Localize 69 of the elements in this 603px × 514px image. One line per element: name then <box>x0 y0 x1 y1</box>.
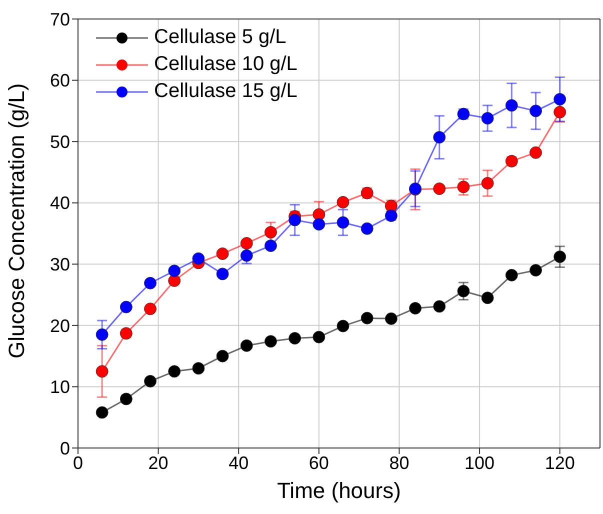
point <box>120 327 132 340</box>
y-tick-label: 30 <box>50 254 70 275</box>
x-tick-label: 80 <box>389 452 410 473</box>
point <box>264 240 277 252</box>
point <box>216 350 229 362</box>
x-tick-label: 60 <box>308 452 329 473</box>
point <box>120 392 132 406</box>
point <box>530 264 542 277</box>
point <box>192 252 205 265</box>
y-tick-label: 60 <box>50 70 70 91</box>
point <box>240 237 253 250</box>
y-tick-label: 20 <box>50 316 70 336</box>
point <box>264 226 277 239</box>
point <box>192 362 205 375</box>
legend-label: Cellulase 5 g/L <box>154 26 286 49</box>
point <box>481 176 494 190</box>
point <box>264 335 277 348</box>
point <box>481 292 494 304</box>
x-axis-title: Time (hours) <box>277 478 401 503</box>
point <box>96 365 108 378</box>
point <box>336 320 350 332</box>
point <box>240 339 253 352</box>
point <box>216 247 229 260</box>
point <box>96 406 108 419</box>
x-tick-label: 120 <box>544 452 575 473</box>
point <box>433 300 446 313</box>
x-tick-label: 20 <box>148 452 168 473</box>
x-tick-label: 40 <box>228 452 249 473</box>
x-tick-label: 0 <box>72 452 84 473</box>
point <box>384 312 398 325</box>
point <box>554 106 566 118</box>
point <box>360 312 374 324</box>
point <box>336 216 350 229</box>
point <box>554 93 566 106</box>
point <box>288 332 302 345</box>
point <box>530 104 542 118</box>
y-tick-label: 50 <box>50 132 70 152</box>
y-tick-label: 0 <box>60 438 70 458</box>
legend-label: Cellulase 10 g/L <box>154 53 298 76</box>
point <box>457 180 470 194</box>
point <box>530 146 542 159</box>
point <box>144 302 157 316</box>
legend-label: Cellulase 15 g/L <box>154 80 298 103</box>
point <box>457 284 470 298</box>
point <box>168 365 181 378</box>
point <box>481 112 494 125</box>
point <box>240 249 253 262</box>
y-tick-label: 70 <box>50 9 70 30</box>
point <box>144 374 157 388</box>
point <box>409 302 422 315</box>
point <box>216 268 229 280</box>
y-axis-title: Glucose Concentration (g/L) <box>4 83 29 358</box>
y-tick-label: 40 <box>50 193 70 214</box>
point <box>433 131 446 144</box>
point <box>96 328 108 341</box>
point <box>144 276 157 290</box>
y-tick-label: 10 <box>50 377 70 398</box>
x-tick-label: 100 <box>464 452 495 473</box>
point <box>336 196 350 208</box>
point <box>312 218 326 231</box>
point <box>360 222 374 235</box>
point <box>288 214 302 226</box>
point <box>505 268 518 282</box>
point <box>168 264 181 278</box>
point <box>312 330 326 344</box>
point <box>554 250 566 264</box>
point <box>433 182 446 196</box>
point <box>120 300 132 314</box>
point <box>505 99 518 112</box>
